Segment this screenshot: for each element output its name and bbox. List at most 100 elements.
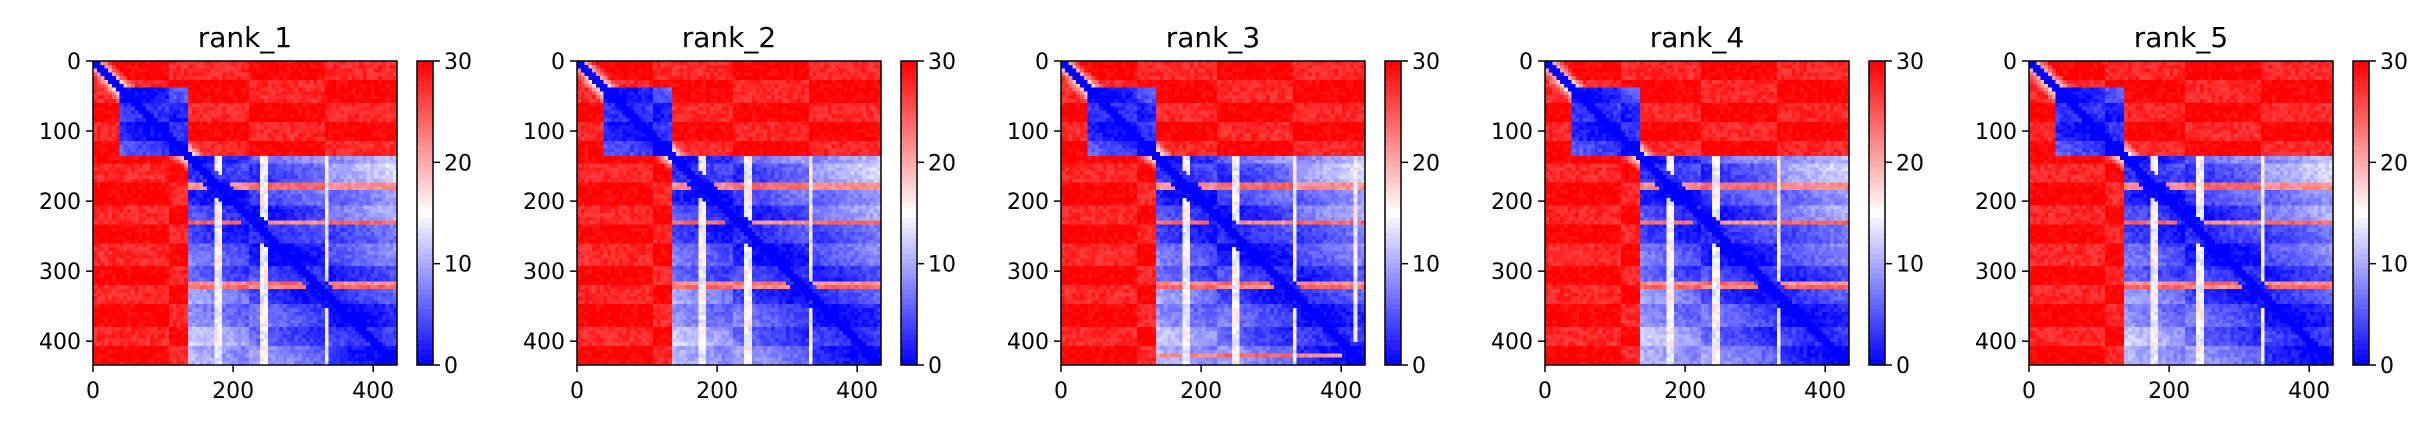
heatmap-cell [146, 213, 150, 217]
heatmap-cell [291, 228, 295, 232]
heatmap-cell [374, 186, 378, 190]
heatmap-cell [268, 76, 272, 80]
heatmap-cell [120, 84, 124, 88]
heatmap-cell [329, 152, 333, 156]
heatmap-cell [272, 118, 276, 122]
heatmap-cell [321, 95, 325, 99]
heatmap-cell [234, 114, 238, 118]
heatmap-cell [173, 228, 177, 232]
heatmap-cell [298, 224, 302, 228]
heatmap-cell [226, 224, 230, 228]
heatmap-cell [237, 99, 241, 103]
heatmap-cell [184, 141, 188, 145]
heatmap-cell [302, 183, 306, 187]
heatmap-cell [321, 103, 325, 107]
heatmap-cell [359, 114, 363, 118]
heatmap-cell [367, 228, 371, 232]
heatmap-cell [120, 251, 124, 255]
heatmap-cell [237, 137, 241, 141]
heatmap-cell [207, 167, 211, 171]
heatmap-cell [374, 240, 378, 244]
heatmap-cell [177, 72, 181, 76]
heatmap-cell [249, 209, 253, 213]
heatmap-cell [272, 133, 276, 137]
heatmap-cell [165, 148, 169, 152]
heatmap-cell [283, 247, 287, 251]
heatmap-cell [313, 186, 317, 190]
heatmap-cell [332, 88, 336, 92]
heatmap-cell [306, 152, 310, 156]
heatmap-cell [313, 145, 317, 149]
heatmap-cell [207, 69, 211, 73]
heatmap-cell [348, 107, 352, 111]
heatmap-cell [344, 137, 348, 141]
heatmap-cell [237, 194, 241, 198]
heatmap-cell [279, 118, 283, 122]
heatmap-cell [279, 141, 283, 145]
heatmap-cell [211, 72, 215, 76]
heatmap-cell [367, 167, 371, 171]
heatmap-cell [264, 224, 268, 228]
heatmap-cell [120, 133, 124, 137]
heatmap-cell [131, 103, 135, 107]
heatmap-cell [139, 129, 143, 133]
heatmap-cell [359, 129, 363, 133]
heatmap-cell [378, 186, 382, 190]
heatmap-cell [241, 202, 245, 206]
heatmap-cell [370, 175, 374, 179]
heatmap-cell [188, 183, 192, 187]
heatmap-cell [367, 99, 371, 103]
heatmap-cell [192, 209, 196, 213]
heatmap-cell [196, 247, 200, 251]
heatmap-cell [234, 141, 238, 145]
heatmap-cell [336, 209, 340, 213]
heatmap-cell [336, 99, 340, 103]
heatmap-cell [234, 167, 238, 171]
heatmap-cell [359, 247, 363, 251]
heatmap-cell [135, 243, 139, 247]
heatmap-cell [218, 141, 222, 145]
heatmap-cell [150, 240, 154, 244]
heatmap-cell [340, 95, 344, 99]
heatmap-cell [112, 156, 116, 160]
heatmap-cell [306, 156, 310, 160]
heatmap-cell [245, 213, 249, 217]
heatmap-cell [97, 103, 101, 107]
heatmap-cell [97, 91, 101, 95]
heatmap-cell [192, 126, 196, 130]
heatmap-cell [279, 186, 283, 190]
heatmap-cell [173, 167, 177, 171]
heatmap-cell [180, 236, 184, 240]
heatmap-cell [154, 88, 158, 92]
heatmap-cell [283, 202, 287, 206]
heatmap-cell [241, 141, 245, 145]
heatmap-cell [367, 175, 371, 179]
heatmap-cell [177, 179, 181, 183]
heatmap-cell [127, 133, 131, 137]
heatmap-cell [218, 148, 222, 152]
heatmap-cell [120, 145, 124, 149]
heatmap-cell [188, 72, 192, 76]
heatmap-cell [374, 179, 378, 183]
heatmap-cell [177, 141, 181, 145]
heatmap-cell [378, 95, 382, 99]
heatmap-cell [249, 243, 253, 247]
heatmap-cell [359, 107, 363, 111]
heatmap-cell [329, 110, 333, 114]
heatmap-cell [306, 95, 310, 99]
heatmap-cell [386, 122, 390, 126]
heatmap-cell [313, 126, 317, 130]
heatmap-cell [302, 145, 306, 149]
heatmap-cell [169, 175, 173, 179]
heatmap-cell [135, 232, 139, 236]
heatmap-cell [203, 209, 207, 213]
heatmap-cell [199, 236, 203, 240]
heatmap-cell [230, 175, 234, 179]
heatmap-cell [359, 171, 363, 175]
heatmap-cell [340, 118, 344, 122]
heatmap-cell [158, 110, 162, 114]
heatmap-cell [340, 251, 344, 255]
heatmap-cell [321, 186, 325, 190]
heatmap-cell [336, 186, 340, 190]
heatmap-cell [135, 152, 139, 156]
